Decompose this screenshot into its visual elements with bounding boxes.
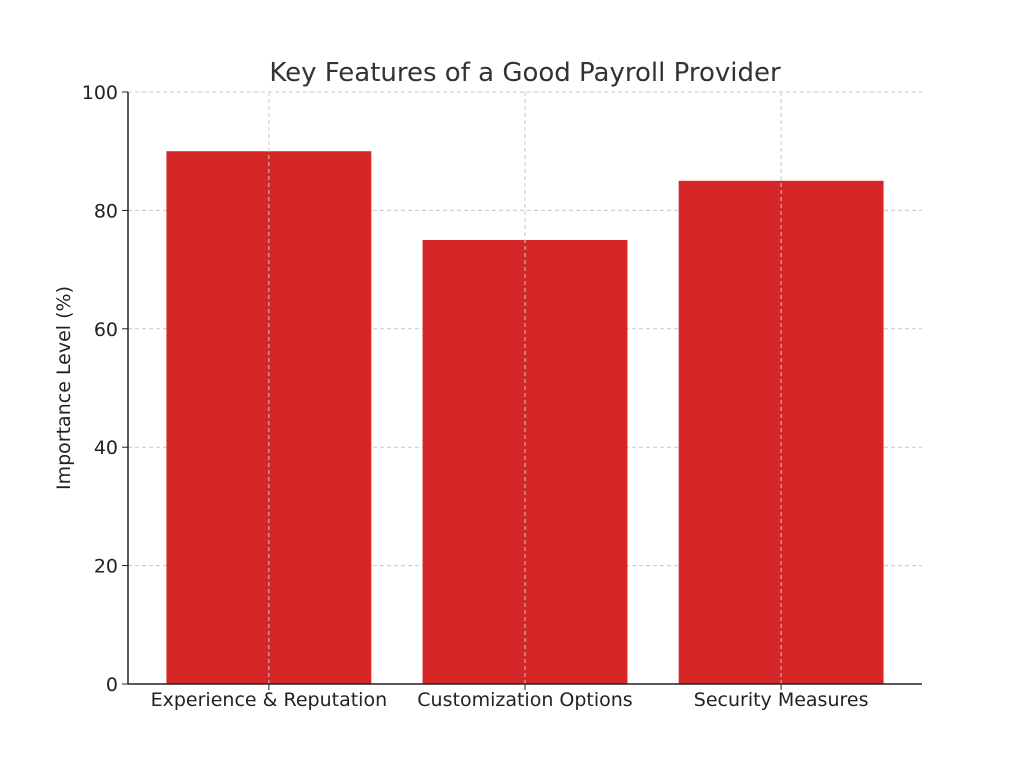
x-axis-ticks: Experience & Reputation Customization Opt… xyxy=(151,684,869,711)
y-axis-ticks: 0 20 40 60 80 100 xyxy=(82,82,128,696)
x-tick-label-2: Security Measures xyxy=(694,689,869,711)
y-axis-label: Importance Level (%) xyxy=(53,286,75,490)
vertical-grid-lines xyxy=(268,92,782,684)
y-tick-label-5: 100 xyxy=(82,82,118,104)
bar-2 xyxy=(678,180,884,685)
y-tick-label-2: 40 xyxy=(94,437,118,459)
y-tick-label-1: 20 xyxy=(94,556,118,578)
y-tick-label-3: 60 xyxy=(94,319,118,341)
y-tick-label-0: 0 xyxy=(106,674,118,696)
x-tick-label-1: Customization Options xyxy=(417,689,632,711)
chart-title: Key Features of a Good Payroll Provider xyxy=(269,58,781,88)
y-tick-label-4: 80 xyxy=(94,200,118,222)
x-tick-label-0: Experience & Reputation xyxy=(151,689,387,711)
